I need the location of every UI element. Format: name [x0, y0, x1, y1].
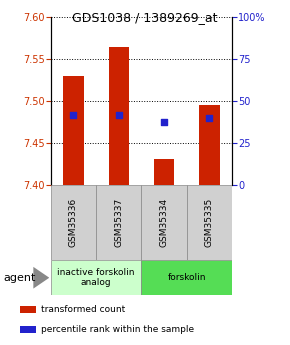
Bar — [187, 185, 232, 260]
Bar — [199, 105, 220, 185]
Bar — [142, 260, 232, 295]
Bar — [96, 185, 142, 260]
Bar — [154, 159, 174, 185]
Bar — [142, 185, 187, 260]
Text: GSM35337: GSM35337 — [114, 198, 123, 247]
Point — [207, 115, 212, 120]
Point — [71, 112, 76, 118]
Bar — [63, 76, 84, 185]
Text: agent: agent — [3, 273, 35, 283]
Bar — [108, 47, 129, 185]
Text: transformed count: transformed count — [41, 305, 126, 314]
Text: GSM35335: GSM35335 — [205, 198, 214, 247]
Bar — [20, 306, 36, 313]
Bar — [51, 185, 96, 260]
Text: GSM35336: GSM35336 — [69, 198, 78, 247]
Point — [116, 112, 121, 118]
Point — [162, 119, 166, 125]
Text: percentile rank within the sample: percentile rank within the sample — [41, 325, 194, 334]
Text: GDS1038 / 1389269_at: GDS1038 / 1389269_at — [72, 11, 218, 24]
Text: inactive forskolin
analog: inactive forskolin analog — [57, 268, 135, 287]
Bar — [20, 326, 36, 333]
Bar — [51, 260, 142, 295]
Text: GSM35334: GSM35334 — [160, 198, 168, 247]
Polygon shape — [33, 267, 49, 288]
Text: forskolin: forskolin — [167, 273, 206, 282]
